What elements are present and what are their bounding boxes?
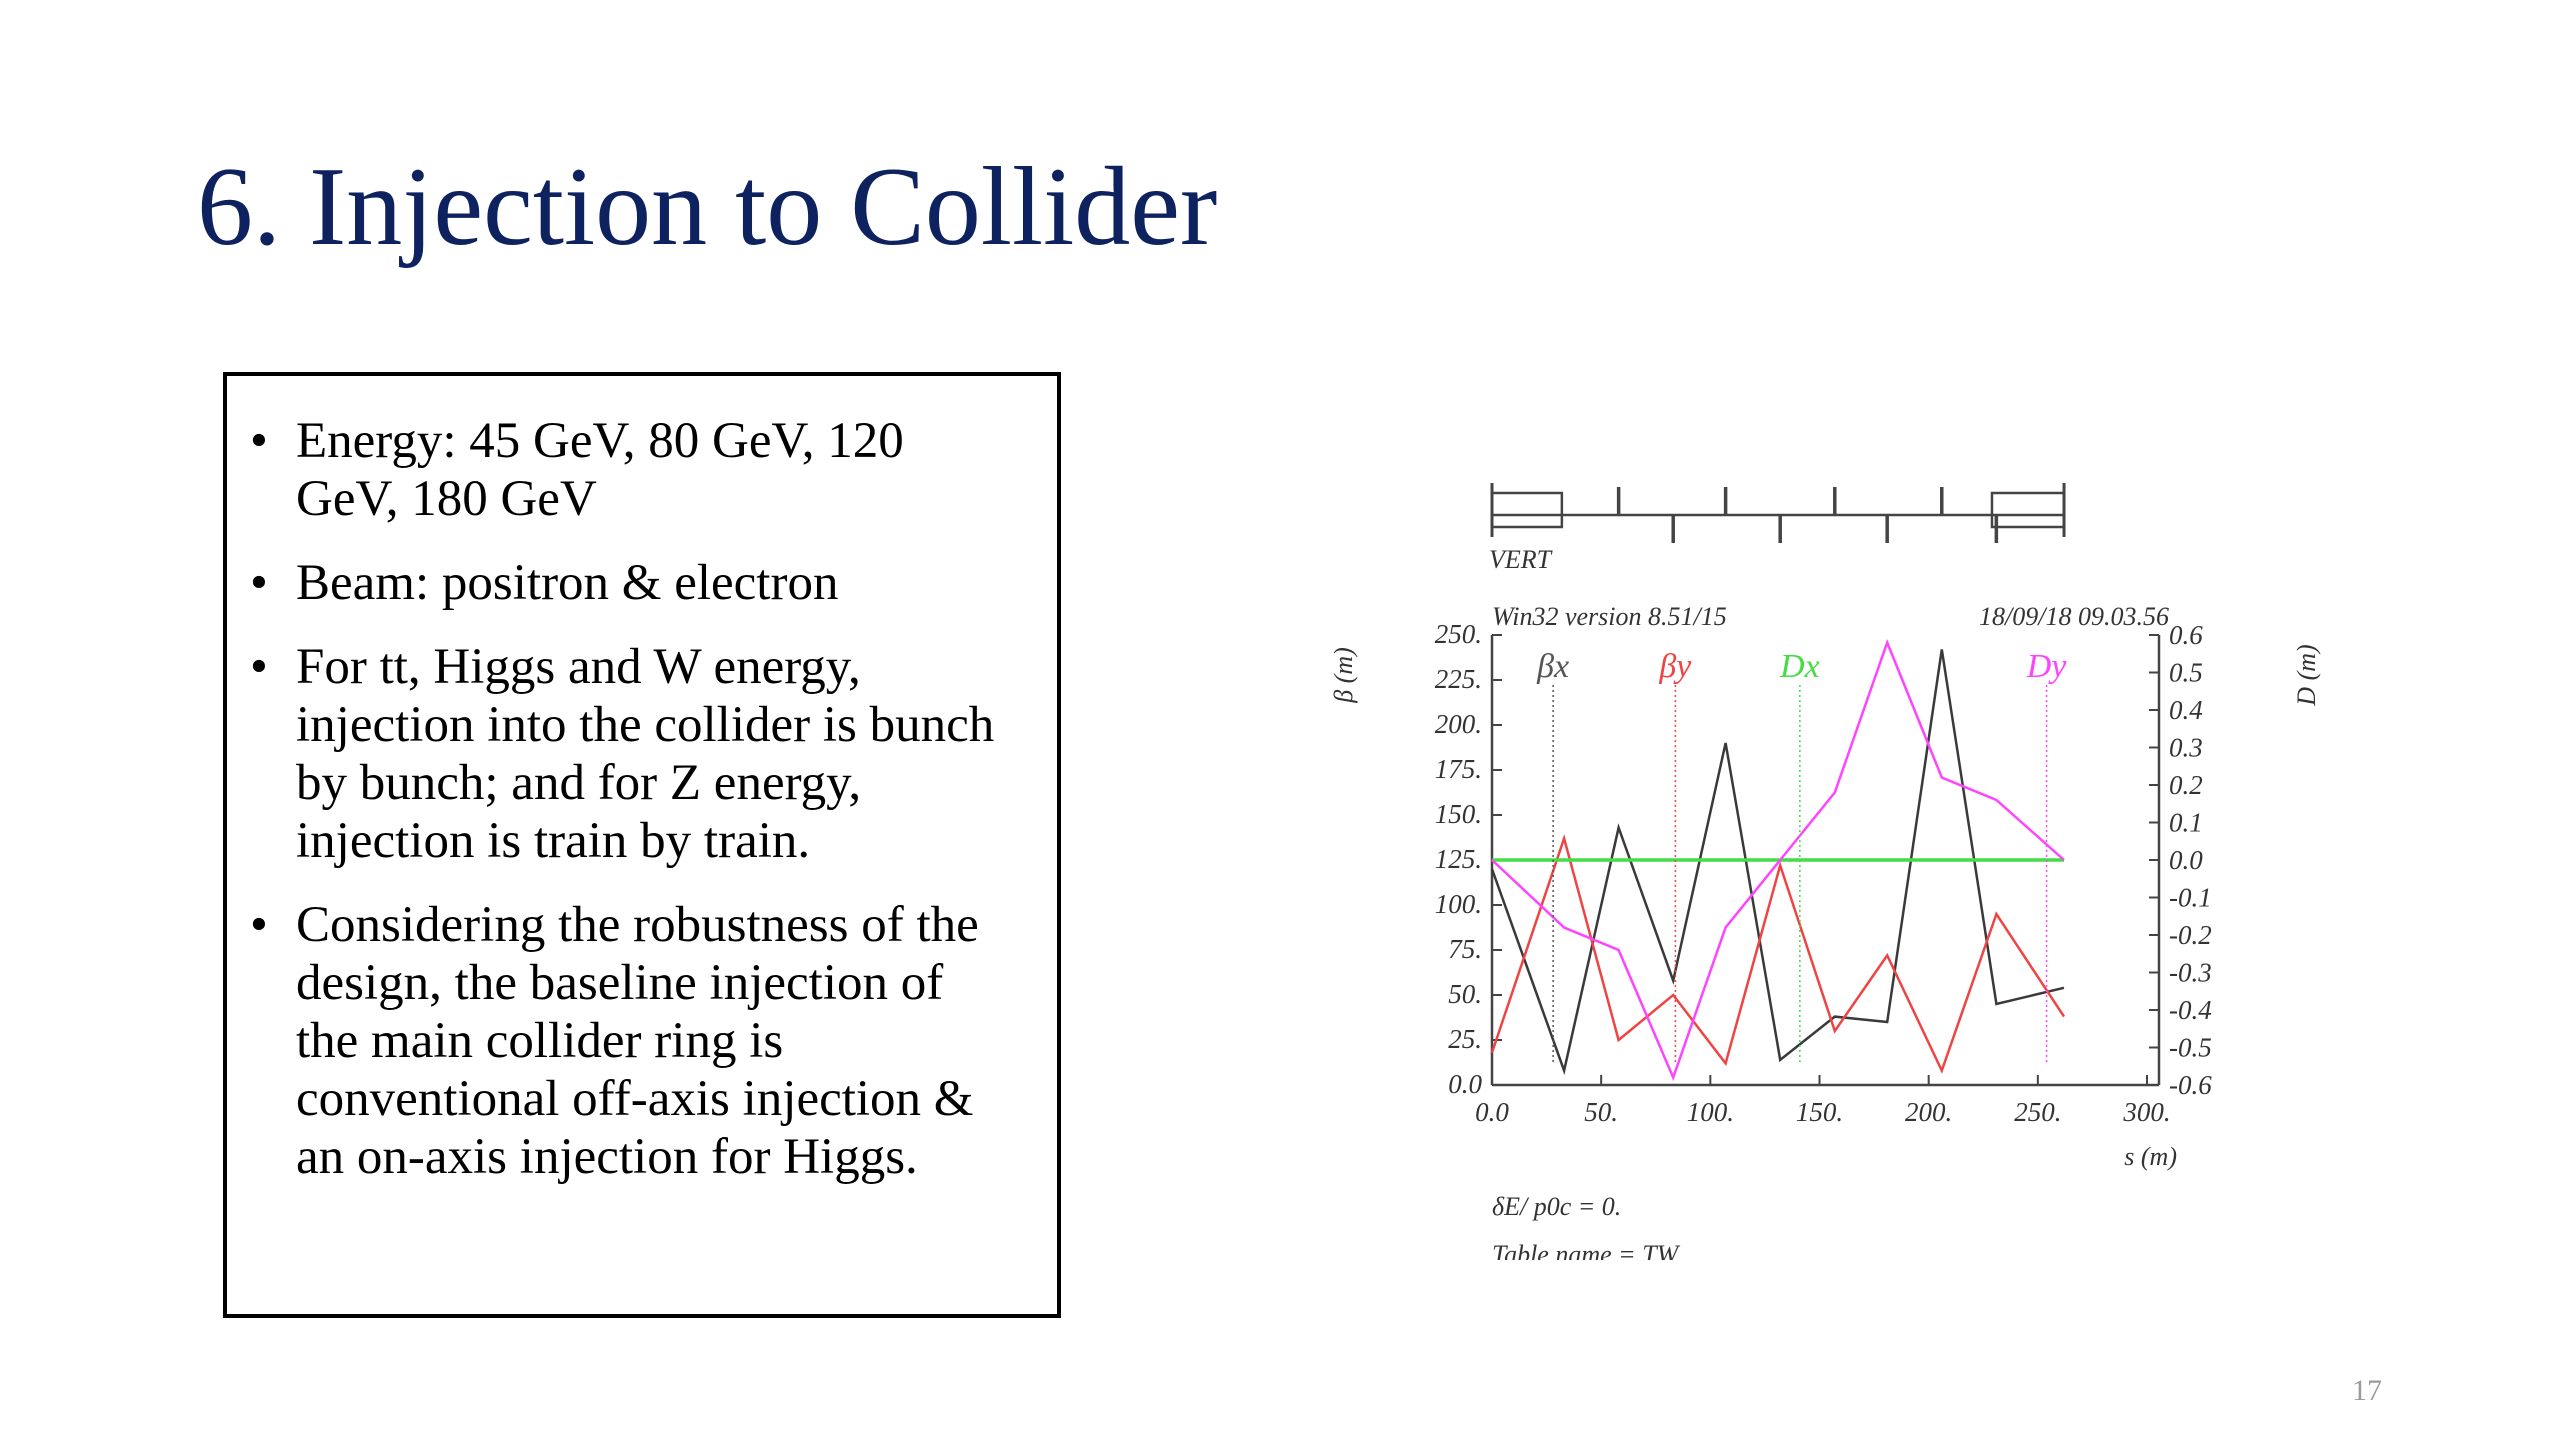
series-line-βy (1490, 834, 2066, 1074)
y-left-tick-label: 175. (1435, 754, 1482, 784)
slide-title: 6. Injection to Collider (197, 145, 1218, 269)
y-left-tick-label: 100. (1435, 889, 1482, 919)
y-right-tick-label: 0.2 (2169, 770, 2203, 800)
lattice-dipole (1490, 491, 1564, 529)
y-left-tick-label: 225. (1435, 664, 1482, 694)
x-axis-title: s (m) (2124, 1142, 2177, 1171)
y-right-tick-label: -0.5 (2169, 1033, 2212, 1063)
bullet-text-line: injection into the collider is bunch (296, 697, 995, 753)
bullet-list: • Energy: 45 GeV, 80 GeV, 120 GeV, 180 GeV… (227, 376, 1057, 1186)
y-right-tick-label: 0.4 (2169, 695, 2203, 725)
y-right-tick-label: 0.1 (2169, 808, 2203, 838)
y-left-tick-label: 50. (1448, 979, 1482, 1009)
y-left-tick-label: 150. (1435, 799, 1482, 829)
y-right-tick-label: 0.5 (2169, 658, 2203, 688)
x-tick-label: 200. (1905, 1097, 1952, 1127)
y-right-tick-label: 0.0 (2169, 845, 2203, 875)
page-number: 17 (2352, 1374, 2382, 1407)
lattice-dipole (1990, 491, 2066, 529)
y-left-tick-label: 250. (1435, 619, 1482, 649)
chart-footer-table: Table name = TW (1492, 1240, 1681, 1260)
y-right-tick-label: -0.6 (2169, 1070, 2212, 1100)
bullet-text-line: an on-axis injection for Higgs. (296, 1129, 918, 1185)
bullet-text-line: by bunch; and for Z energy, (296, 755, 862, 811)
bullet-marker: • (250, 413, 268, 469)
bullet-item: • For tt, Higgs and W energy, injection in… (250, 638, 1037, 870)
chart-header-right: 18/09/18 09.03.56 (1979, 602, 2169, 631)
bullet-text-line: conventional off-axis injection & (296, 1071, 974, 1127)
bullet-item: • Beam: positron & electron (250, 554, 1037, 612)
bullet-marker: • (250, 555, 268, 611)
optics-chart: VERT Win32 version 8.51/15 18/09/18 09.03.… (1330, 483, 2321, 1260)
bullet-text-line: the main collider ring is (296, 1013, 784, 1069)
bullet-text-line: injection is train by train. (296, 813, 811, 869)
chart-header-left: Win32 version 8.51/15 (1492, 602, 1727, 631)
y-left-tick-label: 0.0 (1448, 1069, 1482, 1099)
y-right-tick-label: 0.3 (2169, 733, 2203, 763)
x-tick-label: 0.0 (1475, 1097, 1509, 1127)
bullet-box: • Energy: 45 GeV, 80 GeV, 120 GeV, 180 GeV… (223, 372, 1061, 1318)
bullet-text-line: For tt, Higgs and W energy, (296, 639, 861, 695)
y-right-tick-label: -0.1 (2169, 883, 2212, 913)
series-line-dy (1491, 638, 2065, 1081)
lattice-label: VERT (1489, 545, 1553, 574)
legend-label: βx (1536, 648, 1569, 685)
legend-label: βy (1658, 648, 1692, 685)
bullet-item: • Considering the robustness of the design… (250, 896, 1037, 1186)
y-right-tick-label: -0.4 (2169, 995, 2212, 1025)
y-right-tick-label: -0.3 (2169, 958, 2212, 988)
legend-label: Dx (1779, 648, 1820, 685)
bullet-text-line: Considering the robustness of the (296, 897, 979, 953)
legend-label: Dy (2026, 648, 2068, 685)
x-tick-label: 250. (2014, 1097, 2061, 1127)
chart-footer-energy: δE/ p0c = 0. (1492, 1192, 1621, 1221)
x-tick-label: 100. (1687, 1097, 1734, 1127)
y-left-tick-label: 25. (1448, 1024, 1482, 1054)
x-tick-label: 300. (2122, 1097, 2170, 1127)
bullet-item: • Energy: 45 GeV, 80 GeV, 120 GeV, 180 GeV (250, 412, 1037, 528)
bullet-text-line: design, the baseline injection of (296, 955, 944, 1011)
bullet-text-line: Beam: positron & electron (296, 555, 839, 611)
x-tick-label: 50. (1584, 1097, 1618, 1127)
y-right-axis-title: D (m) (2292, 644, 2321, 706)
series-line-βx (1490, 649, 2065, 1076)
y-left-tick-label: 125. (1435, 844, 1482, 874)
y-right-tick-label: -0.2 (2169, 920, 2212, 950)
y-left-tick-label: 75. (1448, 934, 1482, 964)
bullet-text-line: GeV, 180 GeV (296, 471, 597, 527)
bullet-text-line: Energy: 45 GeV, 80 GeV, 120 (296, 413, 904, 469)
y-left-axis-title: β (m) (1330, 647, 1358, 704)
bullet-marker: • (250, 897, 268, 953)
y-left-tick-label: 200. (1435, 709, 1482, 739)
bullet-marker: • (250, 639, 268, 695)
x-tick-label: 150. (1796, 1097, 1843, 1127)
y-right-tick-label: 0.6 (2169, 620, 2203, 650)
